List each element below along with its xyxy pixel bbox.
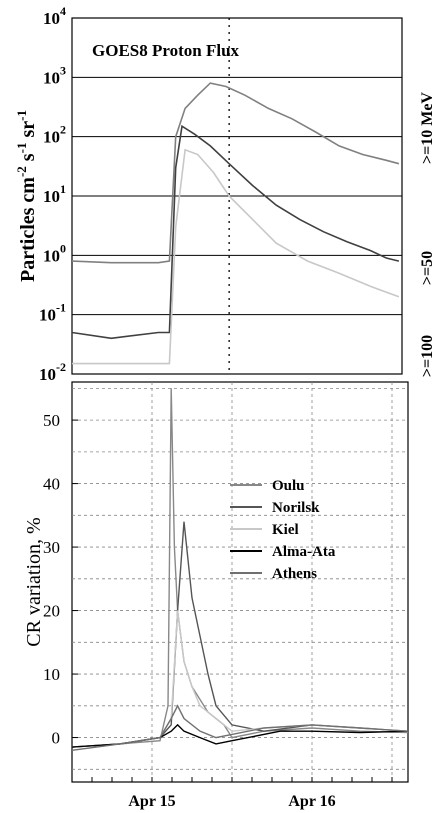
bottom-series-line — [71, 521, 409, 748]
top-series-line — [71, 82, 400, 264]
bottom-ytick-label: 20 — [43, 602, 60, 621]
bottom-series-line — [71, 388, 409, 748]
legend-label: Athens — [272, 566, 317, 582]
top-ytick-label: 103 — [43, 63, 66, 87]
top-ytick-label: 10-2 — [39, 360, 66, 384]
top-ytick-label: 102 — [43, 123, 66, 147]
top-y-axis-label: Particles cm-2 s-1 sr-1 — [14, 110, 39, 282]
legend-label: Oulu — [272, 478, 305, 494]
bottom-ytick-label: 40 — [43, 475, 60, 494]
top-right-label: >=10 MeV — [419, 92, 436, 164]
top-right-label: >=50 — [419, 251, 436, 285]
bottom-ytick-label: 0 — [52, 729, 61, 748]
top-ytick-label: 10-1 — [39, 301, 66, 325]
bottom-plot-frame — [71, 381, 409, 783]
bottom-xtick-label: Apr 15 — [128, 793, 175, 810]
top-ytick-label: 104 — [43, 4, 66, 28]
legend-label: Alma-Ata — [272, 544, 336, 560]
bottom-xtick-label: Apr 16 — [288, 793, 335, 810]
legend-label: Norilsk — [272, 500, 320, 516]
top-right-label: >=100 — [419, 335, 436, 377]
top-ytick-label: 101 — [43, 182, 66, 206]
cr-variation-panel: 0 10 20 30 40 50 Apr 15 Apr 16 Oulu Norilsk Kiel… — [23, 381, 409, 810]
top-series-line — [71, 124, 400, 340]
bottom-y-axis-label: CR variation, % — [23, 517, 45, 646]
legend-label: Kiel — [272, 522, 299, 538]
top-ytick-label: 100 — [43, 241, 66, 265]
bottom-ytick-label: 10 — [43, 665, 60, 684]
top-chart-title: GOES8 Proton Flux — [92, 41, 240, 60]
bottom-ytick-label: 50 — [43, 411, 60, 430]
bottom-series-line — [71, 704, 409, 751]
top-series-line — [72, 148, 400, 365]
proton-flux-panel: GOES8 Proton Flux 10-2 10-1 100 101 102 103 10… — [14, 4, 436, 384]
bottom-series-line — [71, 723, 409, 748]
bottom-ytick-label: 30 — [43, 538, 60, 557]
